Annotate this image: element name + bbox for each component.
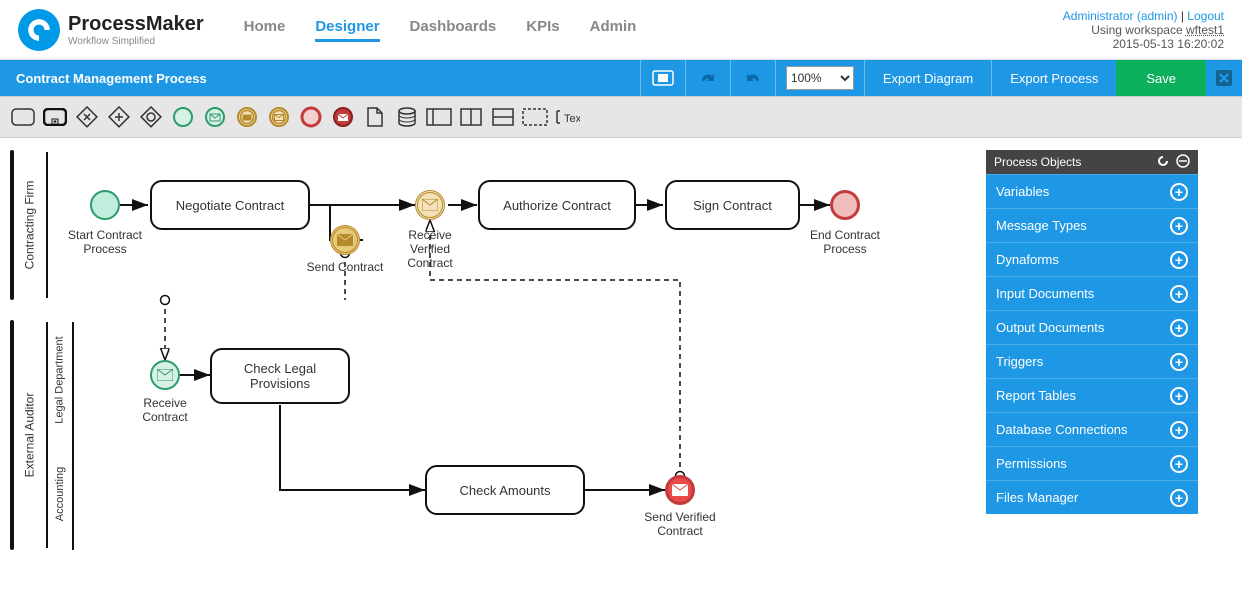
svg-text:Text: Text bbox=[564, 113, 580, 125]
po-triggers[interactable]: Triggers+ bbox=[986, 344, 1198, 378]
export-diagram-button[interactable]: Export Diagram bbox=[865, 60, 991, 96]
po-variables[interactable]: Variables+ bbox=[986, 174, 1198, 208]
task-check-legal[interactable]: Check LegalProvisions bbox=[210, 348, 350, 404]
event-receive-contract-label: ReceiveContract bbox=[110, 396, 220, 424]
designer-bar: Contract Management Process 100% Export … bbox=[0, 60, 1242, 96]
nav-designer[interactable]: Designer bbox=[315, 18, 379, 42]
pool-contracting-firm[interactable]: Contracting Firm bbox=[10, 150, 14, 300]
tool-end-event-icon[interactable] bbox=[298, 106, 324, 128]
process-objects-header: Process Objects bbox=[986, 150, 1198, 174]
add-icon[interactable]: + bbox=[1170, 387, 1188, 405]
po-dynaforms[interactable]: Dynaforms+ bbox=[986, 242, 1198, 276]
add-icon[interactable]: + bbox=[1170, 285, 1188, 303]
po-input-documents[interactable]: Input Documents+ bbox=[986, 276, 1198, 310]
start-event-label: Start ContractProcess bbox=[50, 228, 160, 256]
tool-datastore-icon[interactable] bbox=[394, 106, 420, 128]
nav-home[interactable]: Home bbox=[244, 18, 286, 42]
tool-group-icon[interactable] bbox=[522, 106, 548, 128]
pool-label-contracting-firm: Contracting Firm bbox=[12, 152, 48, 298]
process-objects-panel: Process Objects Variables+ Message Types… bbox=[986, 150, 1198, 590]
close-button[interactable] bbox=[1206, 69, 1242, 87]
po-permissions[interactable]: Permissions+ bbox=[986, 446, 1198, 480]
zoom-select[interactable]: 100% bbox=[786, 66, 854, 90]
po-message-types[interactable]: Message Types+ bbox=[986, 208, 1198, 242]
lane-accounting: Accounting bbox=[48, 437, 74, 550]
task-check-amounts[interactable]: Check Amounts bbox=[425, 465, 585, 515]
start-event[interactable] bbox=[90, 190, 120, 220]
minimize-icon[interactable] bbox=[1176, 154, 1190, 171]
undo-icon[interactable] bbox=[731, 60, 775, 96]
pool-label-external-auditor: External Auditor bbox=[12, 322, 48, 548]
logo-mark-icon bbox=[18, 9, 60, 51]
po-files-manager[interactable]: Files Manager+ bbox=[986, 480, 1198, 514]
brand-tagline: Workflow Simplified bbox=[68, 36, 204, 47]
save-button[interactable]: Save bbox=[1116, 60, 1206, 96]
brand-name: ProcessMaker bbox=[68, 13, 204, 36]
add-icon[interactable]: + bbox=[1170, 251, 1188, 269]
po-database-connections[interactable]: Database Connections+ bbox=[986, 412, 1198, 446]
event-receive-contract[interactable] bbox=[150, 360, 180, 390]
tool-lane-v-icon[interactable] bbox=[458, 106, 484, 128]
lane-legal: Legal Department bbox=[48, 322, 74, 437]
user-area: Administrator (admin) | Logout Using wor… bbox=[1063, 9, 1224, 51]
process-title: Contract Management Process bbox=[16, 71, 640, 86]
tool-task-icon[interactable] bbox=[10, 106, 36, 128]
event-receive-verified-label: ReceiveVerifiedContract bbox=[375, 228, 485, 270]
bpmn-canvas[interactable]: Contracting Firm Start ContractProcess N… bbox=[10, 150, 978, 590]
workspace-prefix: Using workspace bbox=[1091, 23, 1182, 37]
tool-gateway-parallel-icon[interactable] bbox=[106, 106, 132, 128]
tool-text-icon[interactable]: Text bbox=[554, 106, 580, 128]
event-receive-verified[interactable] bbox=[415, 190, 445, 220]
event-send-verified[interactable] bbox=[665, 475, 695, 505]
export-process-button[interactable]: Export Process bbox=[992, 60, 1116, 96]
fullscreen-icon[interactable] bbox=[641, 60, 685, 96]
shape-toolbar: Text bbox=[0, 96, 1242, 138]
tool-pool-icon[interactable] bbox=[426, 106, 452, 128]
tool-document-icon[interactable] bbox=[362, 106, 388, 128]
nav-admin[interactable]: Admin bbox=[590, 18, 637, 42]
tool-intermediate-catch-icon[interactable] bbox=[266, 106, 292, 128]
logo[interactable]: ProcessMaker Workflow Simplified bbox=[18, 9, 204, 51]
end-event-label: End ContractProcess bbox=[790, 228, 900, 256]
tool-lane-h-icon[interactable] bbox=[490, 106, 516, 128]
end-event[interactable] bbox=[830, 190, 860, 220]
workspace-name[interactable]: wftest1 bbox=[1186, 23, 1224, 37]
po-output-documents[interactable]: Output Documents+ bbox=[986, 310, 1198, 344]
add-icon[interactable]: + bbox=[1170, 455, 1188, 473]
add-icon[interactable]: + bbox=[1170, 183, 1188, 201]
tool-start-message-icon[interactable] bbox=[202, 106, 228, 128]
logout-link[interactable]: Logout bbox=[1187, 9, 1224, 23]
tool-subprocess-icon[interactable] bbox=[42, 106, 68, 128]
po-report-tables[interactable]: Report Tables+ bbox=[986, 378, 1198, 412]
tool-gateway-exclusive-icon[interactable] bbox=[74, 106, 100, 128]
task-authorize[interactable]: Authorize Contract bbox=[478, 180, 636, 230]
add-icon[interactable]: + bbox=[1170, 489, 1188, 507]
pool-external-auditor[interactable]: External Auditor Legal Department Accoun… bbox=[10, 320, 14, 550]
event-send-contract[interactable] bbox=[330, 225, 360, 255]
task-sign[interactable]: Sign Contract bbox=[665, 180, 800, 230]
main-nav: Home Designer Dashboards KPIs Admin bbox=[244, 18, 637, 42]
event-send-verified-label: Send VerifiedContract bbox=[625, 510, 735, 538]
timestamp: 2015-05-13 16:20:02 bbox=[1063, 37, 1224, 51]
add-icon[interactable]: + bbox=[1170, 319, 1188, 337]
tool-intermediate-throw-icon[interactable] bbox=[234, 106, 260, 128]
redo-icon[interactable] bbox=[686, 60, 730, 96]
nav-kpis[interactable]: KPIs bbox=[526, 18, 559, 42]
tool-gateway-inclusive-icon[interactable] bbox=[138, 106, 164, 128]
task-negotiate[interactable]: Negotiate Contract bbox=[150, 180, 310, 230]
add-icon[interactable]: + bbox=[1170, 217, 1188, 235]
add-icon[interactable]: + bbox=[1170, 353, 1188, 371]
tool-end-message-icon[interactable] bbox=[330, 106, 356, 128]
tool-start-event-icon[interactable] bbox=[170, 106, 196, 128]
nav-dashboards[interactable]: Dashboards bbox=[410, 18, 497, 42]
refresh-icon[interactable] bbox=[1156, 154, 1170, 171]
add-icon[interactable]: + bbox=[1170, 421, 1188, 439]
user-name-link[interactable]: Administrator (admin) bbox=[1063, 9, 1178, 23]
top-bar: ProcessMaker Workflow Simplified Home De… bbox=[0, 0, 1242, 60]
